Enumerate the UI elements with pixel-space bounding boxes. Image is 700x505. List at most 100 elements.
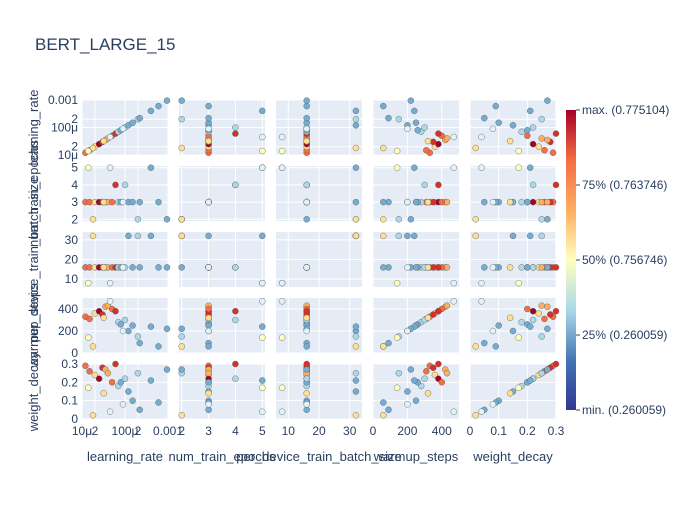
data-point[interactable] [527,164,534,171]
data-point[interactable] [303,181,310,189]
data-point[interactable] [472,412,479,419]
data-point[interactable] [423,368,430,375]
data-point[interactable] [380,412,387,419]
data-point[interactable] [303,401,310,408]
data-point[interactable] [278,408,286,415]
data-point[interactable] [393,147,401,155]
data-point[interactable] [134,370,142,377]
data-point[interactable] [527,107,534,115]
data-point[interactable] [443,302,451,309]
data-point[interactable] [89,144,97,152]
data-point[interactable] [112,181,119,189]
data-point[interactable] [147,323,155,330]
data-point[interactable] [129,264,136,271]
data-point[interactable] [489,264,497,271]
data-point[interactable] [404,264,411,271]
data-point[interactable] [538,115,545,123]
data-point[interactable] [134,333,142,340]
data-point[interactable] [395,370,402,377]
data-point[interactable] [205,327,212,335]
data-point[interactable] [278,164,286,171]
data-point[interactable] [509,232,517,240]
data-point[interactable] [106,279,114,287]
data-point[interactable] [278,133,286,141]
data-point[interactable] [515,279,522,287]
data-point[interactable] [205,370,212,377]
data-point[interactable] [352,107,360,115]
data-point[interactable] [205,137,212,145]
data-point[interactable] [489,125,497,133]
data-point[interactable] [352,115,360,123]
data-point[interactable] [411,377,418,384]
data-point[interactable] [395,216,402,223]
data-point[interactable] [155,102,162,110]
data-point[interactable] [352,198,360,206]
data-point[interactable] [524,132,531,140]
data-point[interactable] [495,322,502,329]
data-point[interactable] [91,371,99,379]
data-point[interactable] [385,114,392,122]
data-point[interactable] [380,102,387,110]
data-point[interactable] [303,97,310,104]
data-point[interactable] [232,375,239,382]
data-point[interactable] [352,333,360,340]
data-point[interactable] [303,198,310,206]
data-point[interactable] [472,216,479,223]
data-point[interactable] [232,316,239,324]
data-point[interactable] [108,198,116,206]
data-point[interactable] [104,370,112,377]
data-point[interactable] [407,97,414,104]
data-point[interactable] [136,339,143,347]
data-point[interactable] [515,147,522,155]
data-point[interactable] [129,119,136,126]
data-point[interactable] [443,135,451,142]
data-point[interactable] [163,97,171,104]
data-point[interactable] [421,124,428,131]
data-point[interactable] [205,343,212,350]
data-point[interactable] [404,232,411,240]
data-point[interactable] [472,144,479,152]
data-point[interactable] [303,360,310,368]
data-point[interactable] [129,397,136,404]
data-point[interactable] [303,406,310,413]
data-point[interactable] [232,181,239,189]
data-point[interactable] [106,408,114,415]
data-point[interactable] [100,198,107,206]
data-point[interactable] [303,375,310,382]
data-point[interactable] [430,311,437,318]
data-point[interactable] [529,181,537,189]
data-point[interactable] [205,406,212,413]
data-point[interactable] [352,388,360,395]
data-point[interactable] [380,198,387,206]
data-point[interactable] [259,279,266,287]
data-point[interactable] [259,107,266,115]
data-point[interactable] [524,198,531,206]
data-point[interactable] [136,114,143,122]
data-point[interactable] [478,164,485,171]
data-point[interactable] [404,388,411,395]
data-point[interactable] [106,298,114,305]
data-point[interactable] [492,343,499,350]
data-point[interactable] [119,264,127,271]
data-point[interactable] [112,360,119,368]
data-point[interactable] [385,406,392,413]
data-point[interactable] [278,384,286,391]
data-point[interactable] [163,264,171,271]
data-point[interactable] [89,412,97,419]
data-point[interactable] [518,198,525,206]
data-point[interactable] [524,264,531,271]
data-point[interactable] [544,325,551,332]
data-point[interactable] [423,146,430,154]
data-point[interactable] [303,137,310,145]
data-point[interactable] [163,325,171,332]
data-point[interactable] [352,343,360,350]
data-point[interactable] [117,379,125,386]
data-point[interactable] [541,146,548,154]
data-point[interactable] [352,377,360,384]
data-point[interactable] [178,333,185,340]
data-point[interactable] [430,138,437,146]
data-point[interactable] [259,147,266,155]
data-point[interactable] [443,370,451,377]
data-point[interactable] [380,232,387,240]
data-point[interactable] [352,122,360,129]
